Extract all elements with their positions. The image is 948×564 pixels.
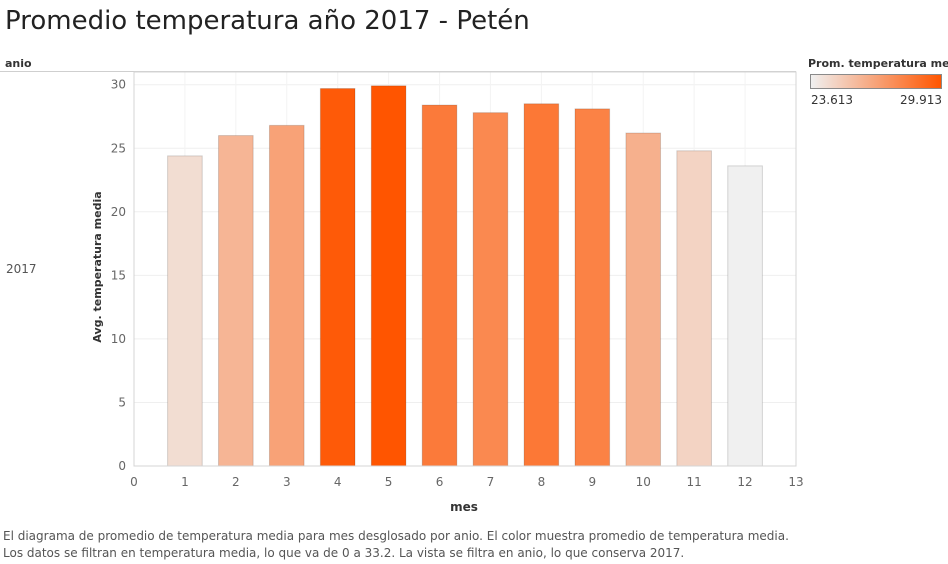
x-axis-title: mes [450, 500, 478, 514]
x-tick-label: 2 [232, 475, 240, 489]
x-tick-label: 13 [788, 475, 803, 489]
y-tick-label: 25 [111, 141, 126, 155]
bar-mes-8[interactable] [523, 103, 560, 467]
y-tick-label: 30 [111, 78, 126, 92]
y-tick-label: 15 [111, 268, 126, 282]
legend-min-label: 23.613 [811, 93, 853, 107]
bar-mes-11[interactable] [676, 150, 712, 467]
x-tick-label: 1 [181, 475, 189, 489]
bar-mes-3[interactable] [268, 124, 305, 467]
bars [167, 85, 763, 467]
y-tick-label: 0 [118, 459, 126, 473]
x-tick-label: 11 [687, 475, 702, 489]
x-tick-label: 9 [588, 475, 596, 489]
bar-mes-10[interactable] [625, 132, 662, 467]
x-axis-ticks: 0 1 2 3 4 5 6 7 8 9 10 11 12 13 [130, 475, 803, 489]
y-tick-label: 20 [111, 205, 126, 219]
x-tick-label: 10 [636, 475, 651, 489]
row-header-label: anio [5, 57, 32, 70]
x-tick-label: 3 [283, 475, 291, 489]
y-axis-ticks: 0 5 10 15 20 25 30 [111, 78, 126, 473]
chart-caption: El diagrama de promedio de temperatura m… [3, 529, 789, 560]
bar-mes-9[interactable] [574, 108, 611, 467]
row-value-label: 2017 [6, 262, 37, 276]
bar-mes-1[interactable] [167, 155, 203, 467]
x-tick-label: 0 [130, 475, 138, 489]
legend-title[interactable]: Prom. temperatura me.. [808, 57, 948, 70]
legend-max-label: 29.913 [900, 93, 942, 107]
y-tick-label: 5 [118, 395, 126, 409]
bar-mes-7[interactable] [472, 112, 509, 467]
y-tick-label: 10 [111, 332, 126, 346]
bar-mes-2[interactable] [218, 135, 254, 467]
x-tick-label: 6 [436, 475, 444, 489]
x-tick-label: 5 [385, 475, 393, 489]
x-tick-label: 7 [487, 475, 495, 489]
plot-border [133, 71, 797, 467]
bar-mes-12[interactable] [727, 165, 763, 467]
legend-color-ramp [810, 74, 942, 89]
y-axis-title: Avg. temperatura media [91, 191, 104, 342]
page-title: Promedio temperatura año 2017 - Petén [5, 6, 530, 36]
x-tick-label: 4 [334, 475, 342, 489]
x-tick-label: 8 [538, 475, 546, 489]
bar-mes-5[interactable] [370, 85, 407, 467]
x-tick-label: 12 [737, 475, 752, 489]
bar-mes-6[interactable] [421, 104, 458, 467]
bar-mes-4[interactable] [319, 88, 356, 467]
